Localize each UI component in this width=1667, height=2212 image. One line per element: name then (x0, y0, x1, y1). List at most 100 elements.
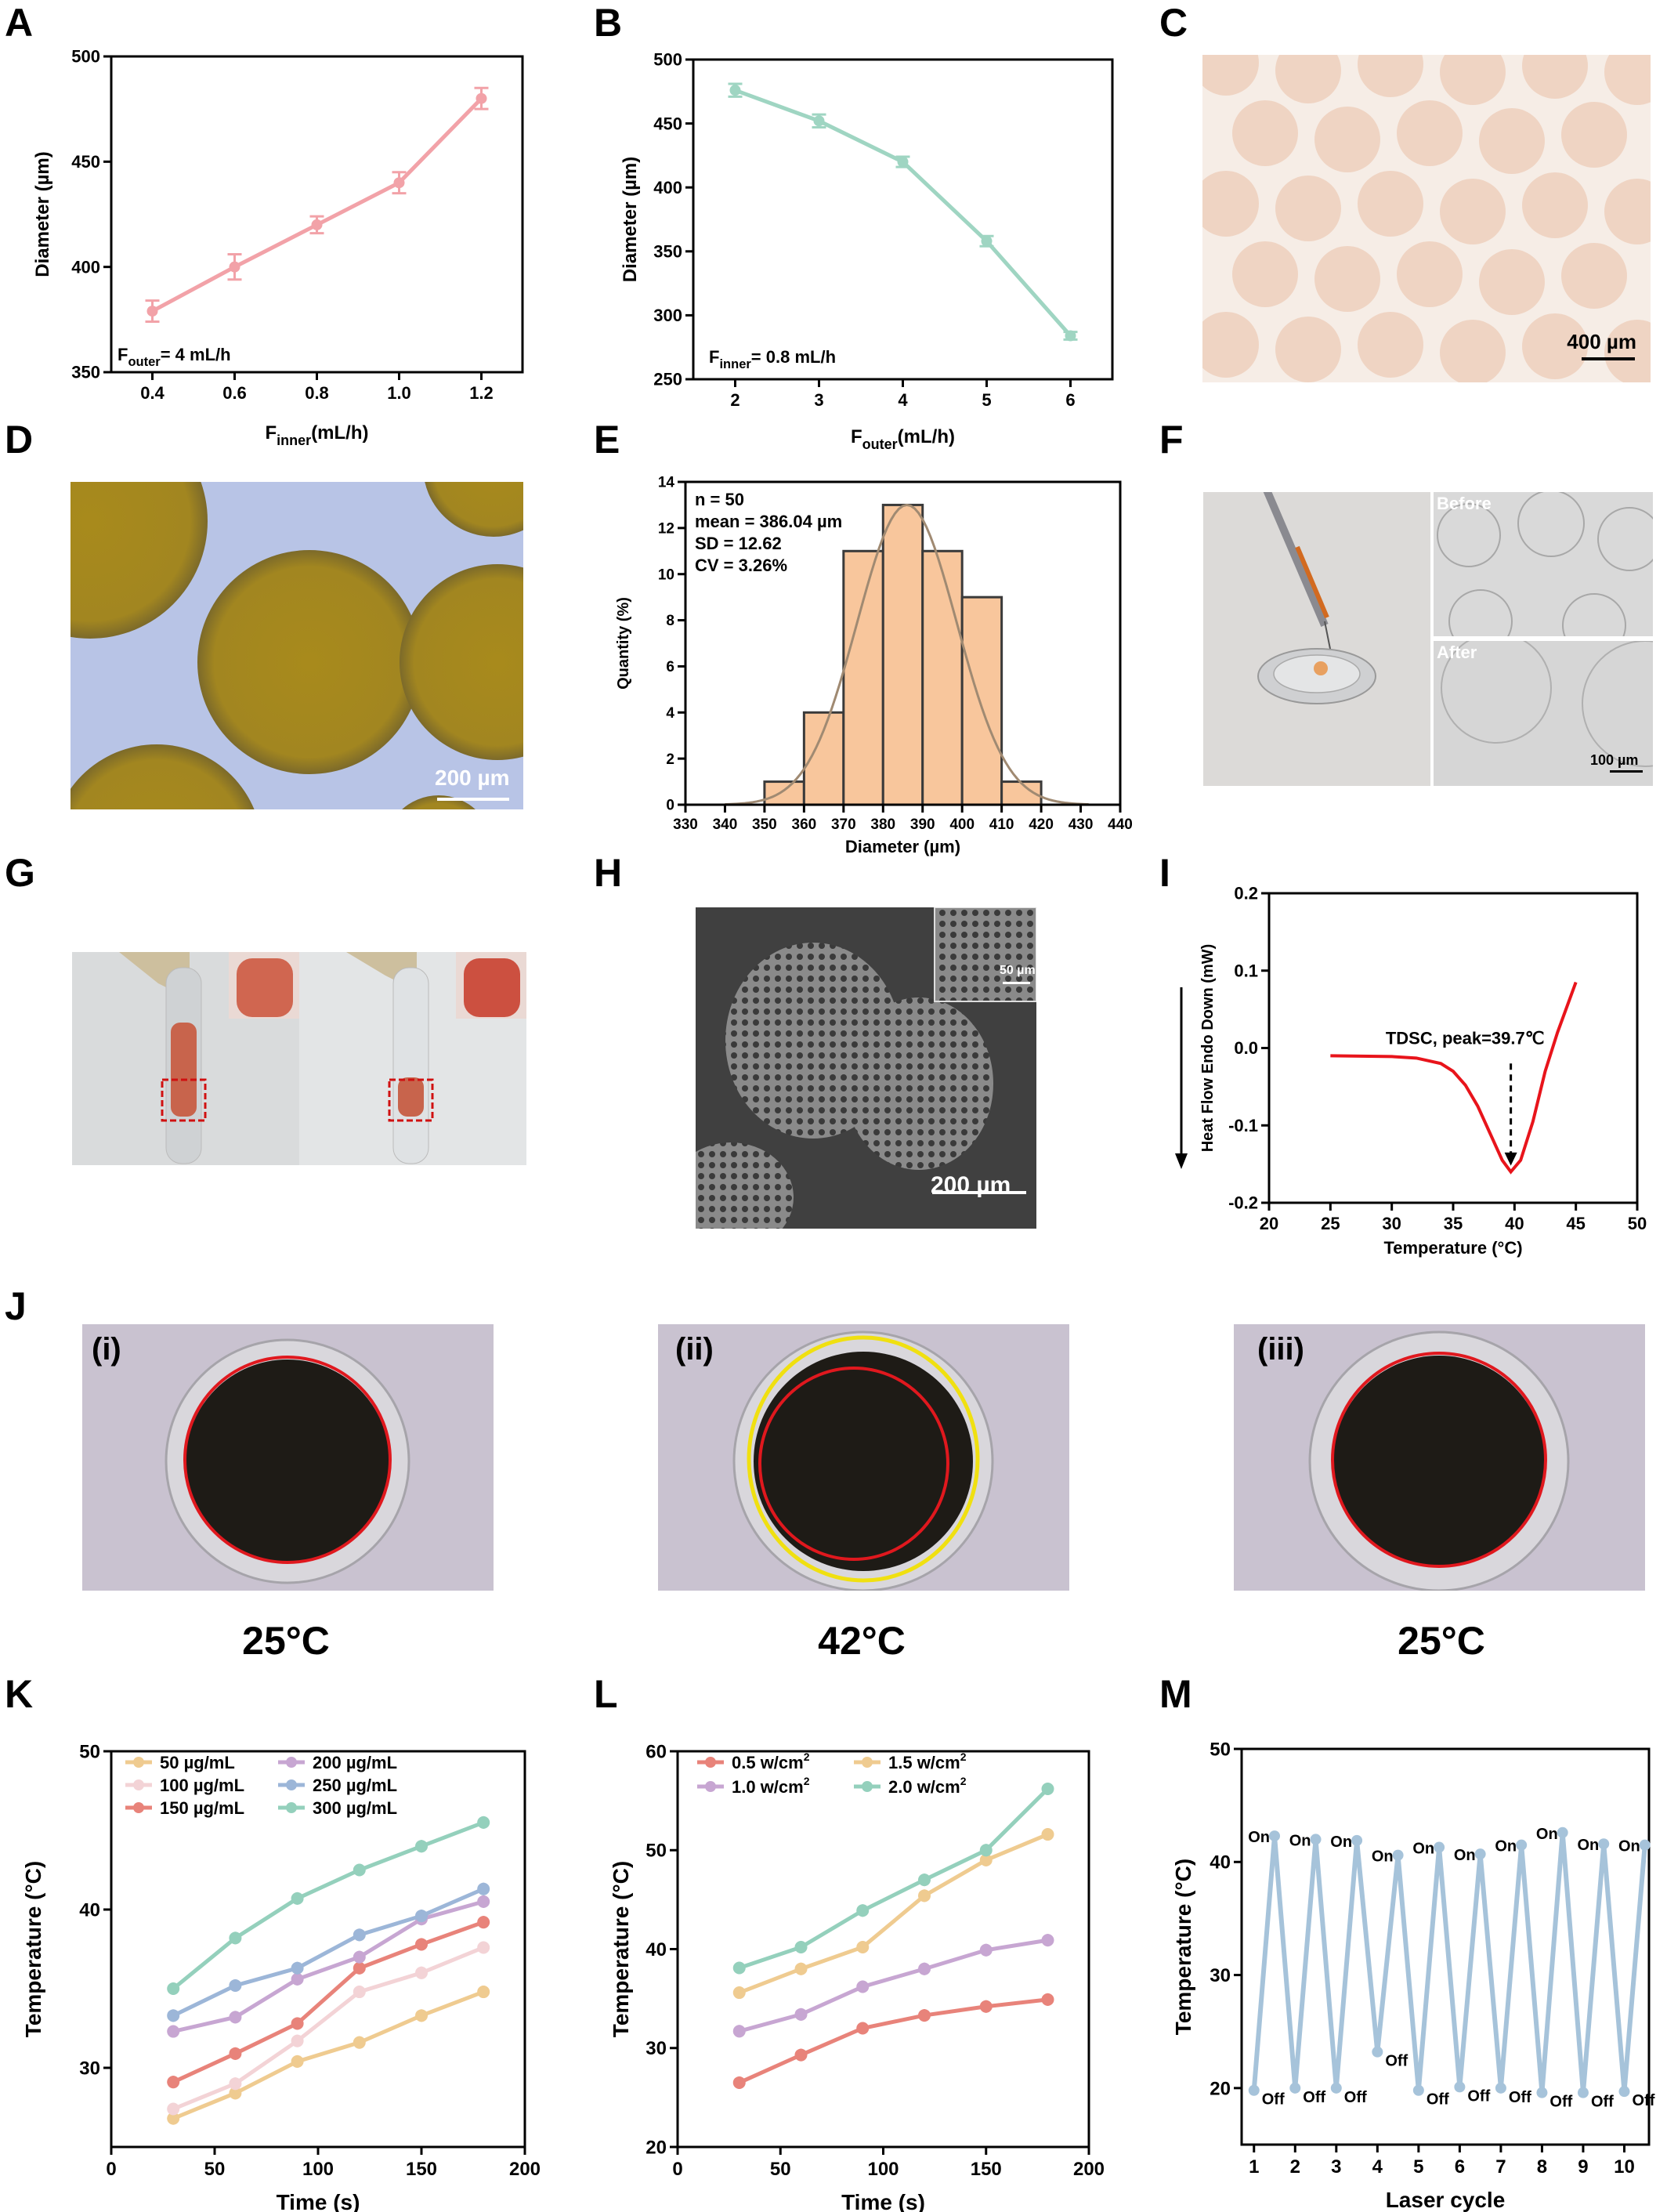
x-tick-label: 420 (1029, 816, 1054, 833)
data-point (291, 1972, 304, 1986)
x-tick-label: 410 (989, 816, 1014, 833)
y-tick-label: 8 (666, 613, 674, 629)
data-point (1372, 2046, 1383, 2058)
panel-letter-i: I (1159, 851, 1170, 895)
legend-swatch-dot (286, 1802, 297, 1813)
panel-letter-f: F (1159, 418, 1184, 462)
y-tick-label: 350 (71, 363, 100, 382)
x-tick-label: 6 (1455, 2156, 1465, 2178)
x-tick-label: 50 (1628, 1214, 1647, 1233)
on-label: On (1248, 1829, 1270, 1846)
y-tick-label: 350 (653, 242, 682, 262)
data-point (415, 1966, 428, 1979)
legend-label: 50 µg/mL (160, 1753, 235, 1772)
dish-i-drawing (165, 1338, 410, 1584)
panel-letter-a: A (5, 1, 34, 45)
data-point (856, 2022, 870, 2035)
plot-frame (684, 480, 1122, 806)
data-point (1065, 330, 1076, 342)
data-point (732, 2025, 746, 2038)
data-point (1598, 1838, 1610, 1850)
on-label: On (1289, 1832, 1311, 1849)
vial-drawing-1 (119, 952, 299, 1164)
data-point (229, 2047, 242, 2060)
x-tick-label: 45 (1566, 1214, 1585, 1233)
legend-label-text: 150 µg/mL (160, 1798, 244, 1818)
x-tick-label: 370 (831, 816, 856, 833)
scale-bar-label-h: 200 µm (931, 1172, 1011, 1198)
data-point (729, 85, 741, 96)
data-point (477, 1895, 490, 1908)
dish-iii-drawing (1308, 1330, 1570, 1591)
x-tick-label: 0 (672, 2159, 682, 2180)
legend-label: 150 µg/mL (160, 1798, 244, 1818)
y-tick-label: 40 (1210, 1852, 1231, 1874)
data-point (918, 1962, 931, 1975)
off-label: Off (1303, 2089, 1325, 2106)
data-point (1412, 2084, 1424, 2096)
series-line (172, 1946, 485, 2111)
legend-label-text: 1.5 w/cm (888, 1753, 960, 1772)
y-tick-label: 40 (79, 1899, 100, 1921)
data-point (979, 2000, 993, 2013)
data-point (415, 1840, 428, 1853)
x-tick-label: 9 (1578, 2156, 1588, 2178)
data-point (794, 2048, 808, 2062)
x-tick-label: 2 (730, 390, 739, 410)
data-point (477, 1916, 490, 1929)
off-label: Off (1591, 2094, 1614, 2111)
on-label: On (1618, 1838, 1640, 1855)
scale-bar-label-d: 200 µm (435, 766, 510, 790)
y-tick-label: 40 (645, 1939, 667, 1960)
x-tick-label: 350 (752, 816, 777, 833)
x-axis-label: Laser cycle (1386, 2188, 1506, 2212)
data-point (979, 1853, 993, 1866)
y-axis-label: Temperature (°C) (21, 1861, 45, 2037)
y-axis-label: Heat Flow Endo Down (mW) (1199, 944, 1217, 1153)
y-tick-label: 4 (666, 705, 674, 722)
legend-label-text: 200 µg/mL (313, 1753, 397, 1772)
annotation-main: F (118, 345, 128, 364)
x-axis-label: Finner(mL/h) (266, 422, 369, 448)
temperature-caption-iii: 25°C (1398, 1619, 1485, 1663)
data-point (477, 1882, 490, 1895)
off-label: Off (1467, 2087, 1490, 2105)
y-tick-label: 0.0 (1234, 1038, 1258, 1058)
y-tick-label: 60 (645, 1741, 667, 1762)
x-tick-label: 200 (1073, 2159, 1105, 2180)
data-point (979, 1943, 993, 1957)
x-axis-label: Diameter (µm) (845, 837, 960, 856)
data-point (1474, 1848, 1486, 1860)
x-tick-label: 1.2 (469, 383, 494, 403)
x-tick-label: 100 (302, 2159, 334, 2180)
on-label: On (1536, 1826, 1558, 1843)
x-tick-label: 380 (870, 816, 895, 833)
data-point (856, 1904, 870, 1917)
on-label: On (1412, 1841, 1434, 1858)
x-tick-label: 0.4 (140, 383, 165, 403)
y-tick-label: 30 (79, 2058, 100, 2079)
stat-line: mean = 386.04 µm (695, 512, 842, 531)
temperature-caption-i: 25°C (242, 1619, 330, 1663)
y-tick-label: 10 (658, 567, 674, 583)
data-point (229, 2087, 242, 2100)
x-tick-label: 50 (204, 2159, 226, 2180)
data-point (291, 2055, 304, 2068)
cycle-line (1251, 1832, 1647, 2093)
scale-bar-label-c: 400 µm (1567, 330, 1636, 353)
data-point (167, 2076, 180, 2089)
data-point (1041, 1934, 1054, 1947)
legend-swatch-dot (133, 1757, 144, 1768)
data-point (1454, 2081, 1466, 2093)
y-tick-label: 500 (71, 47, 100, 67)
data-point (291, 2017, 304, 2030)
y-tick-label: 30 (645, 2038, 667, 2059)
y-tick-label: 12 (658, 521, 674, 538)
data-point (1248, 2084, 1260, 2096)
x-tick-label: 340 (713, 816, 738, 833)
photo-h-sem: 50 µm 200 µm (696, 907, 1036, 1229)
series-line (172, 1920, 485, 2084)
data-point (229, 261, 240, 273)
series-line (738, 1787, 1050, 1970)
series-line (738, 1997, 1048, 2085)
